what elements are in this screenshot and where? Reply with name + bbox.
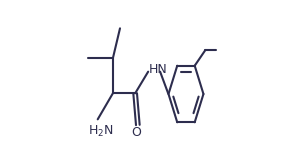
Text: H$_2$N: H$_2$N <box>88 123 113 139</box>
Text: O: O <box>131 126 141 139</box>
Text: HN: HN <box>148 62 167 75</box>
